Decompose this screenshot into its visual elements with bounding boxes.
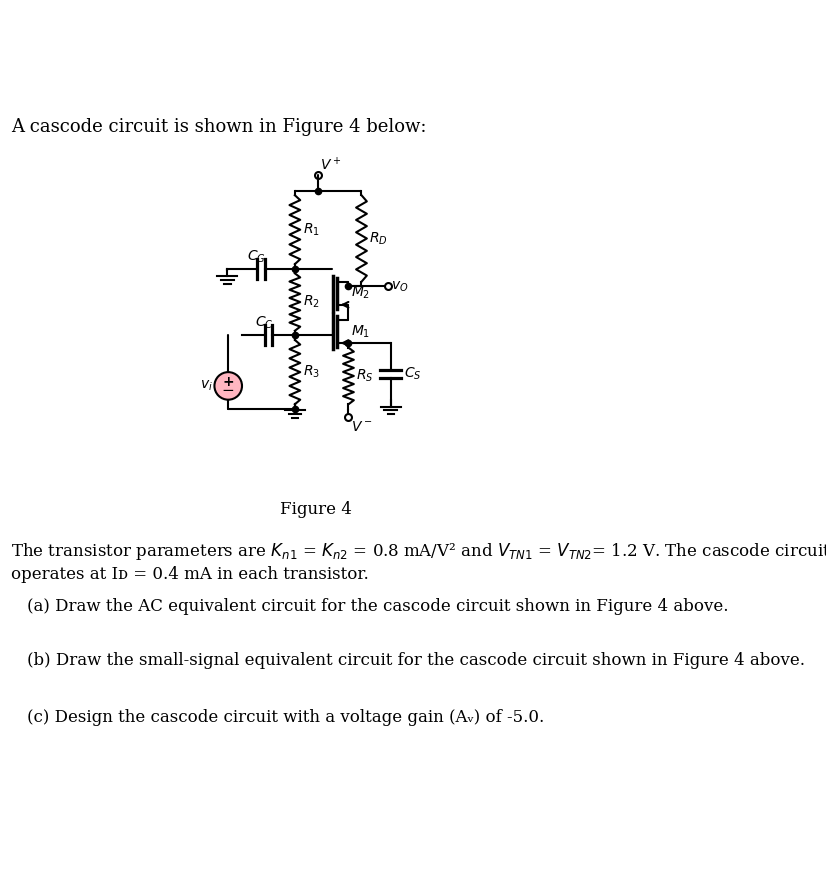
Text: (c) Design the cascode circuit with a voltage gain (Aᵥ) of -5.0.: (c) Design the cascode circuit with a vo… xyxy=(26,709,544,726)
Circle shape xyxy=(215,372,242,400)
Text: $C_S$: $C_S$ xyxy=(404,366,421,382)
Text: $M_2$: $M_2$ xyxy=(351,285,370,301)
Text: operates at Iᴅ = 0.4 mA in each transistor.: operates at Iᴅ = 0.4 mA in each transist… xyxy=(12,566,369,583)
Text: $v_O$: $v_O$ xyxy=(391,279,408,293)
Text: −: − xyxy=(222,383,235,398)
Text: $R_3$: $R_3$ xyxy=(302,364,320,380)
Text: Figure 4: Figure 4 xyxy=(280,501,352,518)
Text: $V^+$: $V^+$ xyxy=(320,156,341,173)
Text: The transistor parameters are $K_{n1}$ = $K_{n2}$ = 0.8 mA/V² and $V_{TN1}$ = $V: The transistor parameters are $K_{n1}$ =… xyxy=(12,541,826,562)
Text: $C_G$: $C_G$ xyxy=(247,248,266,265)
Text: $R_D$: $R_D$ xyxy=(369,230,388,246)
Text: $v_i$: $v_i$ xyxy=(201,379,213,393)
Text: (b) Draw the small-signal equivalent circuit for the cascode circuit shown in Fi: (b) Draw the small-signal equivalent cir… xyxy=(26,652,805,669)
Text: +: + xyxy=(222,375,234,389)
Text: $M_1$: $M_1$ xyxy=(351,324,370,340)
Text: $V^-$: $V^-$ xyxy=(351,420,373,434)
Text: $R_2$: $R_2$ xyxy=(302,294,320,310)
Text: (a) Draw the AC equivalent circuit for the cascode circuit shown in Figure 4 abo: (a) Draw the AC equivalent circuit for t… xyxy=(26,598,729,615)
Text: A cascode circuit is shown in Figure 4 below:: A cascode circuit is shown in Figure 4 b… xyxy=(12,118,427,136)
Text: $C_C$: $C_C$ xyxy=(254,315,273,332)
Text: $R_1$: $R_1$ xyxy=(302,221,320,238)
Text: $R_S$: $R_S$ xyxy=(356,368,373,384)
